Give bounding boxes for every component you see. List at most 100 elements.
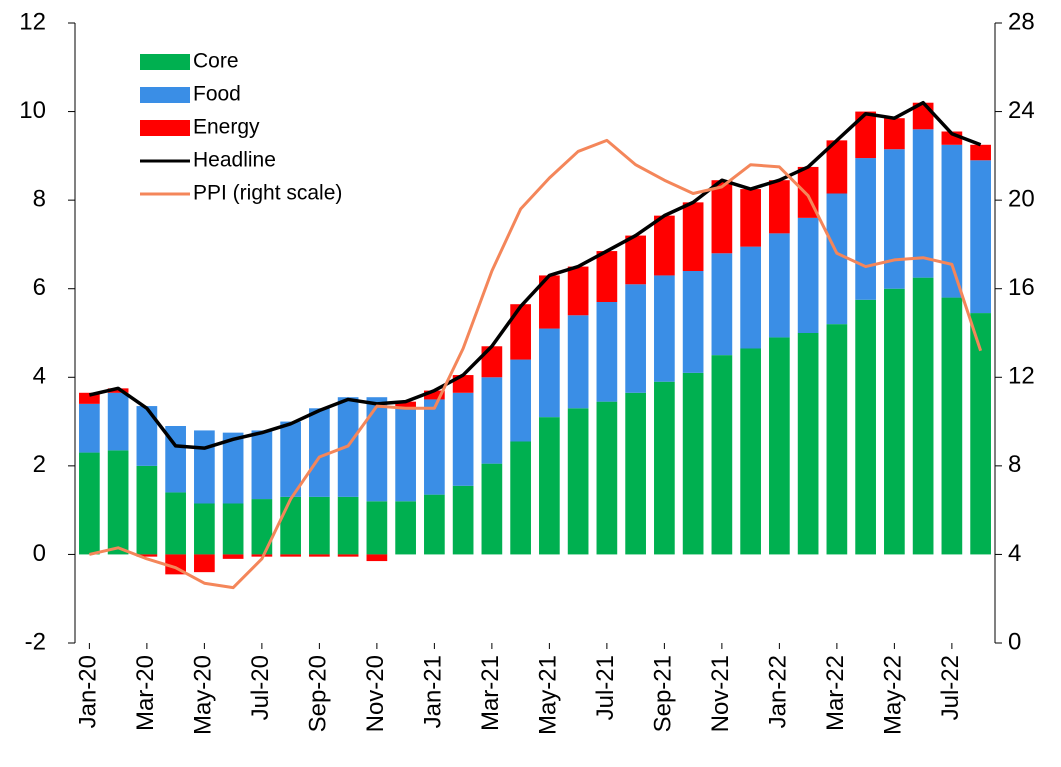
y2-tick-label: 16 [1008, 274, 1035, 301]
bar [912, 129, 934, 278]
bar [797, 333, 819, 555]
bar [280, 496, 301, 555]
bar [625, 284, 646, 393]
x-tick-label: May-20 [190, 655, 217, 735]
bar [625, 392, 646, 555]
y2-tick-label: 24 [1008, 97, 1035, 124]
x-tick-label: May-22 [880, 655, 907, 735]
bar [596, 401, 618, 555]
bar [366, 397, 388, 502]
x-tick-label: Nov-20 [362, 655, 389, 732]
bar [654, 215, 675, 276]
bar [510, 441, 531, 555]
x-tick-label: Mar-20 [132, 655, 159, 731]
bar [395, 401, 416, 409]
bar [136, 554, 158, 557]
x-tick-label: Sep-20 [305, 655, 332, 732]
x-tick-label: Jan-20 [75, 655, 102, 728]
y-tick-label: 0 [33, 540, 46, 567]
bar [222, 554, 244, 559]
legend-label: Headline [193, 149, 276, 172]
bar [107, 392, 129, 451]
legend-swatch [140, 87, 190, 103]
y-tick-label: -2 [25, 628, 46, 655]
bar [884, 149, 905, 289]
bar [424, 494, 445, 555]
y-tick-label: 10 [19, 97, 46, 124]
bar [826, 140, 848, 194]
bar [682, 271, 704, 373]
line [89, 138, 983, 590]
bar [251, 499, 273, 555]
bar [970, 313, 991, 555]
bar [222, 503, 244, 555]
bar [481, 377, 503, 464]
bar [366, 554, 388, 562]
bar [596, 251, 618, 302]
bar [280, 421, 301, 497]
bar [424, 390, 445, 400]
x-tick-label: Mar-21 [477, 655, 504, 731]
x-tick-label: Jan-21 [420, 655, 447, 728]
y2-tick-label: 8 [1008, 451, 1021, 478]
bar [682, 372, 704, 555]
bar [79, 452, 100, 555]
bar [107, 450, 129, 555]
bar [194, 430, 215, 504]
bar [654, 275, 675, 382]
bar [912, 277, 934, 555]
bar [970, 144, 991, 161]
bar [654, 381, 675, 555]
bar [452, 392, 474, 486]
x-tick-label: Jul-21 [592, 655, 619, 720]
bar [567, 266, 589, 316]
bar [884, 288, 905, 555]
y-tick-label: 2 [33, 451, 46, 478]
y-tick-label: 8 [33, 185, 46, 212]
x-tick-label: Mar-22 [822, 655, 849, 731]
bar [510, 304, 531, 360]
legend-swatch [140, 54, 190, 70]
legend-label: PPI (right scale) [193, 182, 342, 205]
bar [797, 217, 819, 333]
x-tick-label: Jul-20 [247, 655, 274, 720]
bar [452, 485, 474, 555]
bar [711, 253, 733, 356]
bar [567, 315, 589, 409]
legend-label: Core [193, 50, 239, 73]
legend-label: Energy [193, 116, 260, 139]
bar [596, 302, 618, 402]
y2-tick-label: 28 [1008, 8, 1035, 35]
bar [222, 432, 244, 504]
bar [481, 463, 503, 555]
bar [424, 399, 445, 495]
bar [884, 118, 905, 150]
bar [740, 246, 761, 349]
bar [280, 554, 301, 557]
bar [682, 202, 704, 271]
bar [539, 328, 560, 418]
bar [309, 408, 330, 497]
bar [855, 299, 876, 555]
bar [309, 496, 330, 555]
bar [79, 403, 100, 453]
bar [711, 355, 733, 555]
bar [366, 501, 388, 555]
bar [855, 111, 876, 159]
bar [395, 501, 416, 555]
bar [539, 275, 560, 329]
bar [395, 408, 416, 502]
x-tick-label: May-21 [535, 655, 562, 735]
bar [510, 359, 531, 442]
bar [769, 180, 790, 234]
bar [826, 324, 848, 555]
y-tick-label: 6 [33, 274, 46, 301]
y-tick-label: 12 [19, 8, 46, 35]
bar [165, 492, 186, 555]
bar [337, 496, 359, 555]
bar [740, 348, 761, 555]
bar [769, 337, 790, 555]
y2-tick-label: 4 [1008, 540, 1021, 567]
